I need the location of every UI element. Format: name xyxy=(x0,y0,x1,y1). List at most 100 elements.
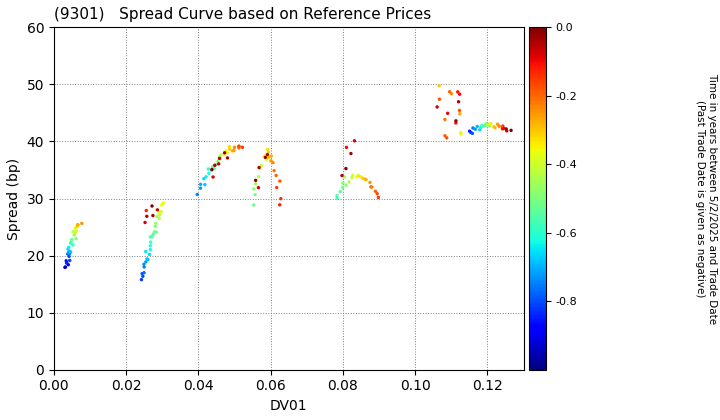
Point xyxy=(484,123,495,129)
Point xyxy=(265,158,276,164)
Point xyxy=(450,118,462,124)
Point xyxy=(233,143,245,150)
Point xyxy=(340,182,351,189)
Point xyxy=(67,241,78,248)
Point xyxy=(480,121,492,127)
Point xyxy=(207,163,218,170)
Point xyxy=(145,234,156,240)
X-axis label: DV01: DV01 xyxy=(270,399,307,413)
Point xyxy=(258,153,270,160)
Point xyxy=(497,123,508,129)
Point xyxy=(488,123,500,130)
Point xyxy=(455,129,467,136)
Point xyxy=(469,126,481,133)
Point xyxy=(63,261,74,268)
Point xyxy=(72,222,84,229)
Point xyxy=(145,242,156,249)
Point xyxy=(149,228,161,235)
Point xyxy=(69,229,81,236)
Point xyxy=(146,202,158,209)
Point xyxy=(65,249,76,255)
Point xyxy=(228,147,240,154)
Point xyxy=(492,121,503,128)
Point xyxy=(263,154,274,161)
Point xyxy=(147,212,158,219)
Point xyxy=(219,150,230,156)
Point xyxy=(450,120,462,126)
Point xyxy=(141,255,153,262)
Point xyxy=(72,221,84,228)
Point xyxy=(339,173,351,180)
Point xyxy=(359,176,371,183)
Point xyxy=(446,90,457,97)
Point xyxy=(206,166,217,173)
Point xyxy=(337,180,348,186)
Point xyxy=(63,248,75,255)
Point xyxy=(145,239,156,245)
Point xyxy=(63,253,75,260)
Point xyxy=(260,154,271,161)
Point xyxy=(500,126,512,132)
Point xyxy=(475,124,487,131)
Point xyxy=(63,244,74,251)
Point xyxy=(248,186,260,192)
Point xyxy=(373,194,384,201)
Point xyxy=(153,211,165,218)
Point xyxy=(477,123,489,129)
Point xyxy=(485,121,497,127)
Point xyxy=(454,91,465,97)
Point xyxy=(441,134,452,141)
Point xyxy=(269,167,280,174)
Point xyxy=(346,174,358,181)
Point xyxy=(250,177,261,184)
Point xyxy=(361,176,372,183)
Point xyxy=(357,175,369,181)
Point xyxy=(209,162,220,169)
Point xyxy=(253,173,264,180)
Point xyxy=(364,179,376,186)
Point xyxy=(192,191,203,198)
Point xyxy=(343,179,355,186)
Point xyxy=(65,239,76,246)
Point xyxy=(274,178,286,184)
Point xyxy=(68,232,80,239)
Point xyxy=(66,236,78,243)
Point xyxy=(365,184,377,190)
Point xyxy=(156,202,167,208)
Point xyxy=(144,251,156,258)
Point xyxy=(135,276,147,283)
Point xyxy=(139,219,150,226)
Point xyxy=(256,162,267,169)
Point xyxy=(275,195,287,202)
Point xyxy=(340,165,351,172)
Point xyxy=(476,122,487,129)
Point xyxy=(369,188,381,194)
Y-axis label: Time in years between 5/2/2025 and Trade Date
(Past Trade Date is given as negat: Time in years between 5/2/2025 and Trade… xyxy=(696,73,717,324)
Point xyxy=(455,131,467,137)
Point xyxy=(498,125,510,131)
Point xyxy=(63,249,74,256)
Point xyxy=(263,149,274,155)
Point xyxy=(261,151,273,158)
Point xyxy=(266,153,277,160)
Point xyxy=(222,150,233,156)
Point xyxy=(60,259,72,266)
Point xyxy=(453,98,464,105)
Point xyxy=(439,132,451,139)
Point xyxy=(253,184,264,191)
Point xyxy=(65,240,76,247)
Point xyxy=(140,207,152,214)
Point xyxy=(331,195,343,202)
Point xyxy=(480,122,491,129)
Point xyxy=(156,208,167,215)
Point xyxy=(61,260,73,266)
Point xyxy=(254,165,266,171)
Point xyxy=(261,152,272,159)
Point xyxy=(331,192,343,199)
Point xyxy=(220,147,232,154)
Point xyxy=(354,173,366,180)
Point xyxy=(60,257,72,264)
Point xyxy=(261,146,273,153)
Point xyxy=(141,213,153,220)
Point xyxy=(454,107,465,114)
